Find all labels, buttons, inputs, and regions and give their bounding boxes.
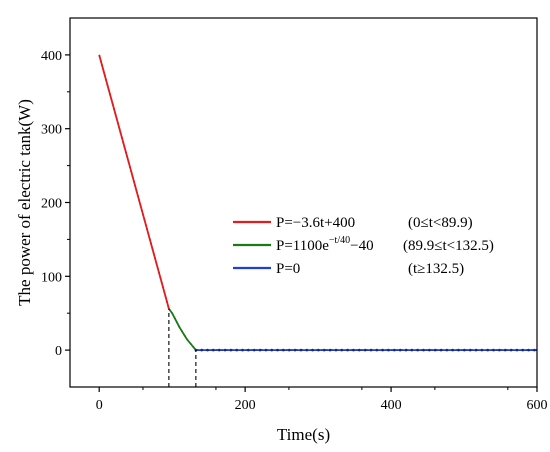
legend-equation-zero: P=0 (276, 261, 300, 277)
legend: P=−3.6t+400 (0≤t<89.9) P=1100e−t/40−40 (… (233, 215, 494, 277)
axis-ticks: 0 200 400 600 0 100 200 300 400 (41, 49, 548, 413)
series-marker (486, 348, 490, 352)
series-marker (451, 348, 455, 352)
y-tick-label: 200 (41, 197, 62, 212)
series-marker (521, 348, 525, 352)
series-marker (515, 348, 519, 352)
series-marker (305, 348, 309, 352)
series-marker (533, 348, 536, 352)
series-marker (252, 348, 256, 352)
legend-equation-exponential: P=1100e−t/40−40 (276, 235, 374, 254)
series-marker (206, 348, 209, 352)
y-axis-title: The power of electric tank(W) (15, 99, 34, 306)
series-marker (223, 348, 227, 352)
legend-entry-zero: P=0 (t≥132.5) (233, 261, 464, 277)
series-marker (200, 348, 204, 352)
legend-range-exponential: (89.9≤t<132.5) (403, 238, 494, 254)
series-marker (282, 348, 285, 352)
legend-range-zero: (t≥132.5) (408, 261, 464, 277)
series-marker (346, 348, 349, 352)
series-marker (393, 348, 396, 352)
series-marker (381, 348, 384, 352)
series-marker (398, 348, 402, 352)
x-tick-label: 600 (527, 398, 548, 413)
boundary-lines (168, 308, 197, 387)
series-marker (527, 348, 530, 352)
legend-range-linear: (0≤t<89.9) (408, 215, 473, 231)
series-marker (439, 348, 443, 352)
series-marker (229, 348, 233, 352)
series-marker (428, 348, 431, 352)
series-marker (287, 348, 291, 352)
series-marker (340, 348, 344, 352)
series-marker (503, 348, 507, 352)
series-marker (212, 348, 215, 352)
series-marker (422, 348, 425, 352)
series-marker (217, 348, 221, 352)
series-marker (492, 348, 495, 352)
series-marker (410, 348, 414, 352)
series-marker (433, 348, 437, 352)
series-marker (358, 348, 361, 352)
legend-equation-linear: P=−3.6t+400 (276, 215, 355, 231)
series-marker (293, 348, 297, 352)
series-line-1 (168, 308, 197, 351)
x-tick-label: 200 (235, 398, 256, 413)
series-marker (235, 348, 239, 352)
series-marker (241, 348, 244, 352)
series-marker (334, 348, 338, 352)
series-marker (258, 348, 262, 352)
series-marker (311, 348, 314, 352)
series-marker (404, 348, 408, 352)
series-marker (468, 348, 472, 352)
series-marker (247, 348, 250, 352)
y-tick-label: 300 (41, 123, 62, 138)
series-marker (369, 348, 373, 352)
series-marker (299, 348, 303, 352)
series-marker (416, 348, 419, 352)
x-axis-title: Time(s) (277, 425, 330, 444)
series-marker (445, 348, 449, 352)
series-marker (498, 348, 501, 352)
series-marker (322, 348, 326, 352)
series-marker (328, 348, 332, 352)
y-tick-label: 400 (41, 49, 62, 64)
series-marker (387, 348, 390, 352)
series-marker (480, 348, 484, 352)
series-marker (276, 348, 279, 352)
y-tick-label: 0 (55, 344, 62, 359)
legend-entry-linear: P=−3.6t+400 (0≤t<89.9) (233, 215, 473, 231)
series-marker (509, 348, 513, 352)
series-marker (474, 348, 478, 352)
x-tick-label: 0 (96, 398, 103, 413)
legend-entry-exponential: P=1100e−t/40−40 (89.9≤t<132.5) (233, 235, 494, 254)
series-marker (264, 348, 268, 352)
plot-series (98, 54, 537, 352)
series-marker (352, 348, 355, 352)
x-tick-label: 400 (381, 398, 402, 413)
series-line-0 (98, 54, 170, 310)
series-marker (270, 348, 274, 352)
series-marker (463, 348, 466, 352)
y-tick-label: 100 (41, 270, 62, 285)
series-marker (363, 348, 367, 352)
series-marker (457, 348, 460, 352)
series-marker (317, 348, 320, 352)
series-marker (375, 348, 379, 352)
